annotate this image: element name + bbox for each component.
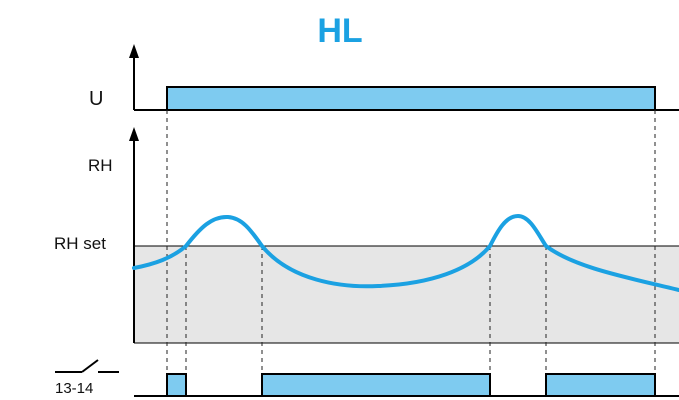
transition-guides (166, 110, 656, 396)
relay-pulse-3 (545, 373, 656, 397)
contact-label: 13-14 (55, 380, 94, 397)
humidity-curve (132, 213, 679, 292)
supply-axis-arrow (129, 44, 139, 58)
relay-pulse-1 (166, 373, 187, 397)
humidity-axis-arrow (129, 127, 139, 141)
setpoint-band (134, 246, 679, 343)
contact-symbol-icon (55, 359, 119, 373)
diagram-title: HL (317, 12, 363, 50)
relay-pulse-2 (261, 373, 491, 397)
humidity-label: RH (88, 156, 113, 175)
supply-pulse (166, 86, 656, 111)
setpoint-label: RH set (54, 234, 106, 253)
supply-label: U (89, 88, 104, 110)
